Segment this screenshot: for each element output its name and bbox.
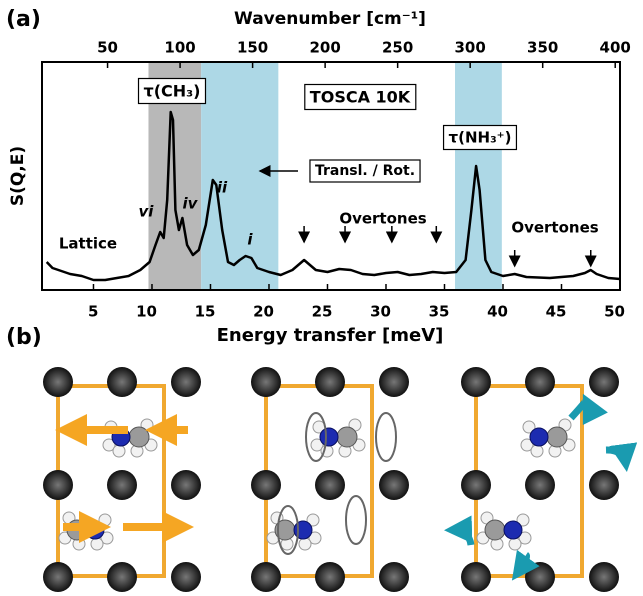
nitrogen — [530, 428, 548, 446]
anion-sphere — [171, 470, 201, 500]
x-tick-label: 10 — [136, 303, 157, 321]
anion-sphere — [43, 470, 73, 500]
panel-label: (b) — [6, 325, 42, 350]
anion-sphere — [251, 470, 281, 500]
panel-label: (a) — [6, 7, 41, 32]
annotation: Overtones — [339, 210, 426, 228]
anion-sphere — [171, 367, 201, 397]
anion-sphere — [461, 562, 491, 592]
x-tick-label: 30 — [370, 303, 391, 321]
anion-sphere — [251, 562, 281, 592]
x-axis-label: Energy transfer [meV] — [217, 325, 444, 346]
anion-sphere — [43, 367, 73, 397]
annotation: Transl. / Rot. — [315, 163, 415, 179]
x-tick-label: 5 — [88, 303, 98, 321]
plot: 5 10 15 20 25 30 35 40 45 50 50 100 150 200 250 300 350 4… — [42, 39, 631, 321]
hydrogen — [113, 445, 125, 457]
hydrogen — [531, 445, 543, 457]
anion-sphere — [107, 562, 137, 592]
anion-sphere — [379, 367, 409, 397]
x2-tick-label: 50 — [97, 39, 118, 57]
annotation: i — [247, 231, 253, 249]
x-tick-label: 45 — [546, 303, 567, 321]
structure-panels — [43, 367, 626, 592]
x-tick-label: 15 — [195, 303, 216, 321]
hydrogen — [509, 538, 521, 550]
anion-sphere — [315, 470, 345, 500]
anion-sphere — [379, 562, 409, 592]
annotation: τ(CH₃) — [144, 82, 201, 101]
annotation: TOSCA 10K — [310, 88, 411, 107]
anion-sphere — [107, 470, 137, 500]
annotation: Overtones — [511, 219, 598, 237]
anion-sphere — [525, 562, 555, 592]
x2-tick-label: 100 — [164, 39, 195, 57]
x2-tick-label: 200 — [309, 39, 340, 57]
rotation-ellipse — [376, 413, 396, 461]
anion-sphere — [461, 470, 491, 500]
libration-arrow — [606, 450, 626, 465]
carbon — [129, 427, 149, 447]
anion-sphere — [251, 367, 281, 397]
anion-sphere — [315, 367, 345, 397]
y-axis-label: S(Q,E) — [8, 146, 28, 206]
anion-sphere — [525, 367, 555, 397]
anion-sphere — [589, 367, 619, 397]
annotation: ii — [217, 179, 228, 197]
top-axis-label: Wavenumber [cm⁻¹] — [234, 9, 426, 29]
annotation: iv — [183, 195, 199, 213]
x2-tick-label: 400 — [600, 39, 631, 57]
anion-sphere — [379, 470, 409, 500]
x2-tick-label: 150 — [237, 39, 268, 57]
anion-sphere — [315, 562, 345, 592]
libration-arrow — [451, 530, 471, 545]
annotation: vi — [139, 203, 155, 221]
x2-tick-label: 300 — [455, 39, 486, 57]
hydrogen — [299, 538, 311, 550]
structure-panel — [251, 367, 409, 592]
anion-sphere — [461, 367, 491, 397]
spectrum-line — [47, 112, 620, 280]
figure: (a) Wavenumber [cm⁻¹] Energy transfer [m… — [0, 0, 643, 596]
hydrogen — [91, 538, 103, 550]
x2-tick-label: 250 — [382, 39, 413, 57]
anion-sphere — [107, 367, 137, 397]
carbon — [337, 427, 357, 447]
libration-arrow — [516, 555, 527, 575]
anion-sphere — [43, 562, 73, 592]
shaded-region — [201, 62, 278, 290]
x-tick-label: 40 — [487, 303, 508, 321]
x-tick-label: 35 — [429, 303, 450, 321]
anion-sphere — [171, 562, 201, 592]
anion-sphere — [589, 562, 619, 592]
x-tick-label: 20 — [253, 303, 274, 321]
x2-tick-label: 350 — [527, 39, 558, 57]
x-tick-label: 50 — [604, 303, 625, 321]
carbon — [547, 427, 567, 447]
carbon — [485, 520, 505, 540]
nitrogen — [320, 428, 338, 446]
anion-sphere — [589, 470, 619, 500]
anion-sphere — [525, 470, 555, 500]
structure-panel — [451, 367, 626, 592]
nitrogen — [504, 521, 522, 539]
structure-panel — [43, 367, 201, 592]
annotation: Lattice — [59, 235, 117, 253]
rotation-ellipse — [346, 496, 366, 544]
x-tick-label: 25 — [312, 303, 333, 321]
annotation: τ(NH₃⁺) — [449, 129, 512, 147]
